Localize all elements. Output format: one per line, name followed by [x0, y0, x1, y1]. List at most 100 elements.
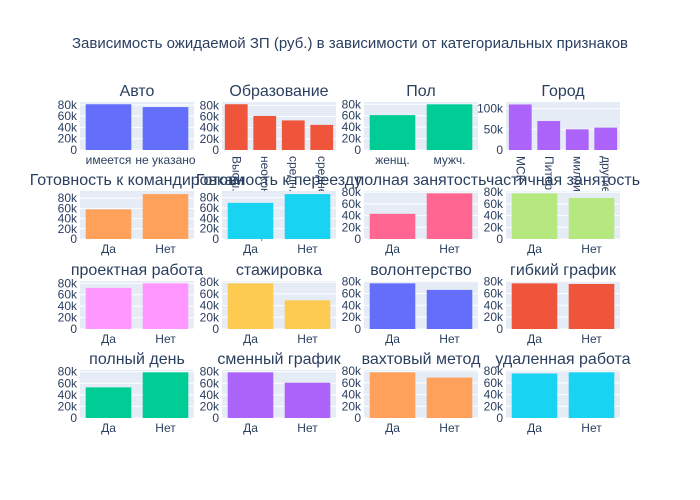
bar — [568, 283, 615, 329]
subplot-title: удаленная работа — [495, 351, 630, 368]
subplot-title: частичная занятость — [486, 172, 640, 189]
y-tick-label: 100k — [477, 102, 504, 116]
x-tick-label: Да — [385, 242, 400, 256]
bar — [369, 115, 416, 150]
x-tick-label: Да — [385, 332, 400, 346]
y-tick-label: 60k — [342, 197, 362, 211]
subplot-title: проектная работа — [71, 262, 203, 279]
x-tick-label: МСК — [513, 156, 527, 182]
subplot-title: гибкий график — [510, 262, 617, 279]
bar — [142, 194, 189, 239]
y-tick-label: 20k — [58, 132, 78, 146]
bar — [369, 372, 416, 418]
y-tick-label: 40k — [58, 299, 78, 313]
subplot-title: Готовность к командировкам — [30, 172, 245, 189]
y-tick-label: 20k — [342, 220, 362, 234]
bar — [508, 104, 532, 150]
y-tick-label: 50k — [484, 122, 504, 136]
x-tick-label: среднее — [315, 156, 329, 202]
y-tick-label: 0 — [70, 322, 77, 336]
subplot-title: полная занятость — [356, 172, 487, 189]
x-tick-label: Да — [527, 242, 542, 256]
y-tick-label: 80k — [342, 275, 362, 289]
bar — [568, 372, 615, 418]
bar — [142, 283, 189, 329]
y-tick-label: 40k — [200, 388, 220, 402]
y-tick-label: 60k — [484, 376, 504, 390]
y-tick-label: 60k — [484, 197, 504, 211]
y-tick-label: 80k — [200, 365, 220, 379]
x-tick-label: Нет — [439, 421, 460, 435]
x-tick-label: Да — [527, 332, 542, 346]
y-tick-label: 80k — [484, 364, 504, 378]
bar — [568, 198, 615, 239]
y-tick-label: 20k — [342, 310, 362, 324]
chart-title: Зависимость ожидаемой ЗП (руб.) в зависи… — [71, 35, 629, 52]
bar — [227, 202, 274, 239]
x-tick-label: имеется — [86, 153, 132, 167]
bar — [284, 300, 331, 329]
x-tick-label: Нет — [297, 421, 318, 435]
y-tick-label: 40k — [200, 121, 220, 135]
y-tick-label: 40k — [342, 388, 362, 402]
x-tick-label: мужч. — [434, 153, 466, 167]
y-tick-label: 20k — [200, 222, 220, 236]
bar — [85, 104, 132, 150]
x-tick-label: не указано — [135, 153, 195, 167]
y-tick-label: 40k — [342, 120, 362, 134]
y-tick-label: 80k — [58, 191, 78, 205]
x-tick-label: Да — [527, 421, 542, 435]
x-tick-label: Нет — [439, 242, 460, 256]
y-tick-label: 40k — [342, 209, 362, 223]
y-tick-label: 0 — [496, 411, 503, 425]
y-tick-label: 40k — [58, 388, 78, 402]
y-tick-label: 60k — [58, 109, 78, 123]
bar — [594, 127, 618, 150]
x-tick-label: Нет — [297, 242, 318, 256]
bar — [281, 120, 305, 150]
bar — [426, 377, 473, 418]
bar — [85, 287, 132, 329]
y-tick-label: 60k — [342, 109, 362, 123]
x-tick-label: Да — [385, 421, 400, 435]
subplot-title: Готовность к переезду — [196, 172, 362, 189]
y-tick-label: 0 — [496, 322, 503, 336]
bar — [511, 283, 558, 329]
y-tick-label: 60k — [484, 286, 504, 300]
y-tick-label: 20k — [484, 399, 504, 413]
subplot-title: волонтерство — [370, 262, 472, 279]
bar — [142, 372, 189, 418]
y-tick-label: 0 — [354, 232, 361, 246]
y-tick-label: 60k — [58, 376, 78, 390]
bar — [224, 104, 248, 150]
bar — [227, 283, 274, 329]
x-tick-label: Питер — [542, 156, 556, 190]
subplot-title: вахтовый метод — [362, 351, 482, 368]
x-tick-label: женщ. — [375, 153, 410, 167]
y-tick-label: 80k — [58, 276, 78, 290]
y-tick-label: 60k — [200, 376, 220, 390]
x-tick-label: Да — [243, 242, 258, 256]
bar — [310, 124, 334, 150]
y-tick-label: 60k — [200, 110, 220, 124]
y-tick-label: 20k — [484, 220, 504, 234]
y-tick-label: 20k — [58, 222, 78, 236]
y-tick-label: 20k — [484, 310, 504, 324]
y-tick-label: 80k — [200, 275, 220, 289]
x-tick-label: Нет — [581, 332, 602, 346]
y-tick-label: 20k — [58, 399, 78, 413]
y-tick-label: 40k — [58, 212, 78, 226]
bar — [511, 193, 558, 239]
x-tick-label: Нет — [581, 421, 602, 435]
y-tick-label: 0 — [70, 143, 77, 157]
